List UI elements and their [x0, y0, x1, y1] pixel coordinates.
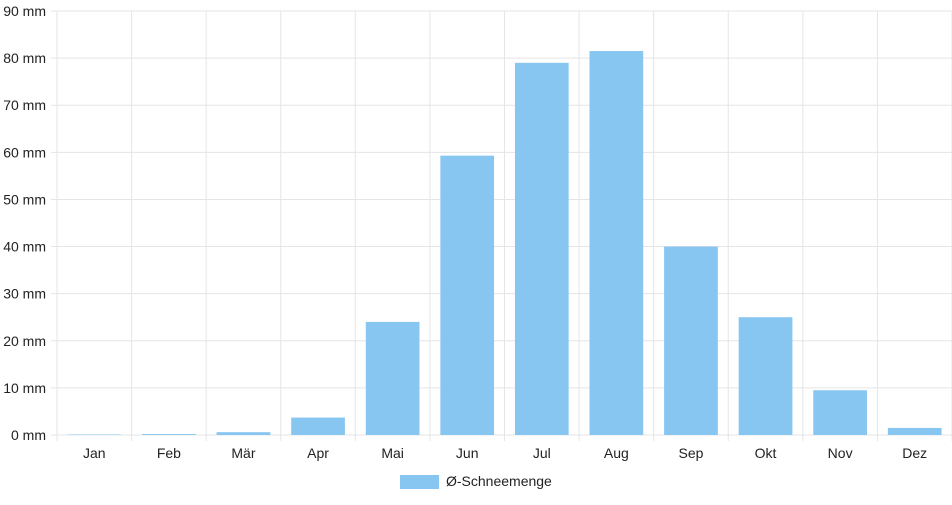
legend-swatch — [400, 475, 439, 489]
x-tick-label: Jan — [83, 445, 106, 461]
bar-feb[interactable] — [142, 434, 196, 435]
bar-dez[interactable] — [888, 428, 942, 435]
bar-sep[interactable] — [664, 247, 718, 435]
x-axis-ticks: Jan Feb Mär Apr Mai Jun Jul Aug Sep Okt Nov Dez — [83, 445, 927, 461]
bar-okt[interactable] — [739, 317, 793, 435]
x-tick-label: Mär — [231, 445, 255, 461]
x-tick-label: Aug — [604, 445, 629, 461]
bar-jul[interactable] — [515, 63, 569, 435]
x-tick-label: Nov — [828, 445, 853, 461]
legend-label: Ø-Schneemenge — [446, 473, 552, 489]
y-tick-label: 40 mm — [3, 239, 46, 255]
y-tick-label: 0 mm — [11, 427, 46, 443]
bar-mai[interactable] — [366, 322, 420, 435]
x-tick-label: Okt — [755, 445, 777, 461]
grid-layer — [51, 11, 952, 441]
bar-mär[interactable] — [217, 432, 271, 435]
x-tick-label: Sep — [678, 445, 703, 461]
y-axis-ticks: 0 mm 10 mm 20 mm 30 mm 40 mm 50 mm 60 mm 70 mm 8… — [3, 3, 46, 443]
y-tick-label: 80 mm — [3, 50, 46, 66]
x-tick-label: Dez — [902, 445, 927, 461]
x-tick-label: Feb — [157, 445, 181, 461]
y-tick-label: 30 mm — [3, 286, 46, 302]
y-tick-label: 70 mm — [3, 97, 46, 113]
y-tick-label: 50 mm — [3, 191, 46, 207]
x-tick-label: Jun — [456, 445, 479, 461]
y-tick-label: 90 mm — [3, 3, 46, 19]
bar-apr[interactable] — [291, 418, 345, 435]
x-tick-label: Jul — [533, 445, 551, 461]
bar-aug[interactable] — [590, 51, 644, 435]
y-tick-label: 60 mm — [3, 144, 46, 160]
y-tick-label: 10 mm — [3, 380, 46, 396]
bar-jun[interactable] — [440, 156, 494, 435]
y-tick-label: 20 mm — [3, 333, 46, 349]
x-tick-label: Apr — [307, 445, 329, 461]
legend[interactable]: Ø-Schneemenge — [400, 473, 552, 489]
bar-nov[interactable] — [813, 390, 867, 435]
x-tick-label: Mai — [381, 445, 404, 461]
